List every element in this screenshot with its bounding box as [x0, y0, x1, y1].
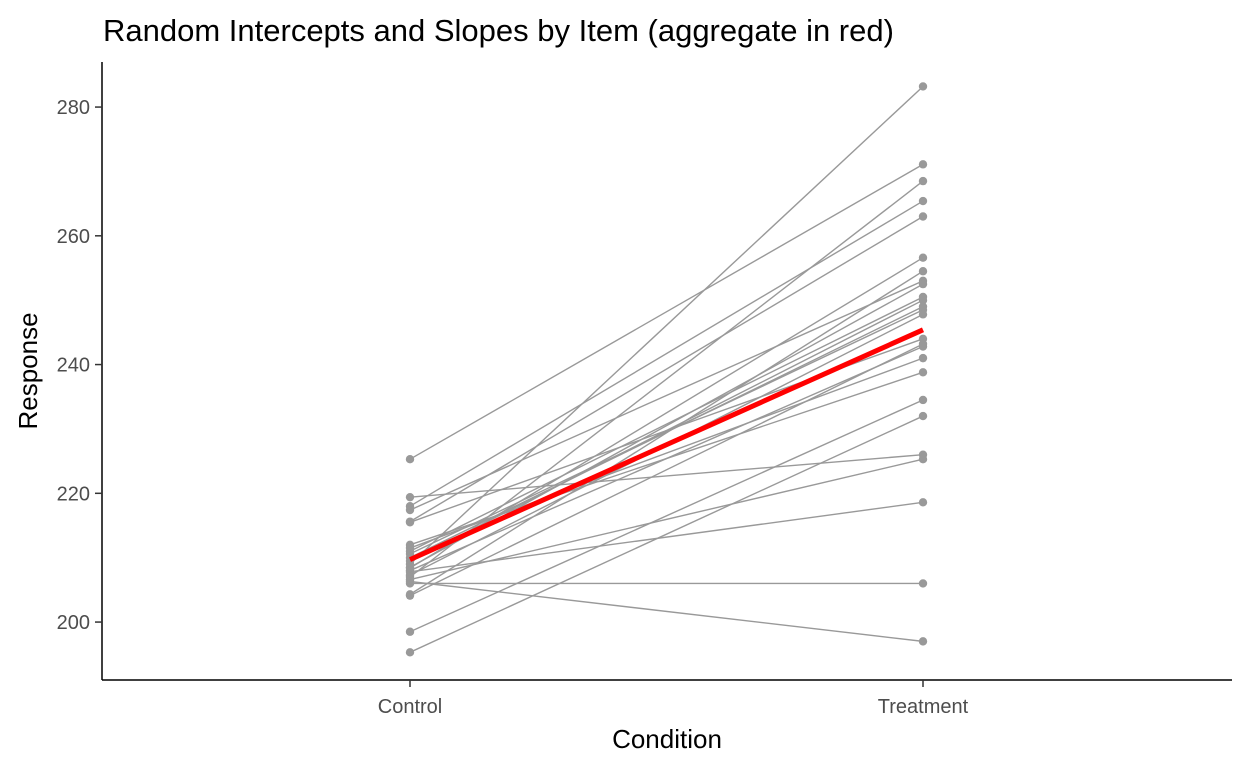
- item-point: [918, 637, 928, 646]
- x-axis-title: Condition: [612, 724, 722, 754]
- item-point: [405, 505, 415, 515]
- item-series: [405, 212, 928, 526]
- item-line: [409, 200, 924, 507]
- item-point: [918, 353, 928, 363]
- item-point: [918, 411, 928, 421]
- item-series: [405, 339, 928, 600]
- y-axis-title: Response: [13, 312, 43, 429]
- item-point: [918, 82, 928, 91]
- item-line: [409, 215, 924, 523]
- item-point: [918, 302, 928, 311]
- item-point: [918, 579, 928, 588]
- item-point: [918, 310, 928, 319]
- item-series: [405, 411, 928, 657]
- x-axis-ticks: Control Treatment: [378, 680, 969, 718]
- item-line: [409, 343, 924, 597]
- item-series: [405, 342, 928, 575]
- x-tick-label: Control: [378, 696, 442, 718]
- item-line: [409, 501, 924, 573]
- item-series: [405, 577, 928, 646]
- item-series: [405, 160, 928, 464]
- item-line: [409, 280, 924, 511]
- item-point: [918, 295, 928, 305]
- item-point: [918, 498, 928, 507]
- item-point: [918, 196, 928, 206]
- y-tick-label: 240: [57, 355, 90, 377]
- item-point: [918, 454, 928, 464]
- item-line: [409, 163, 924, 460]
- chart-title: Random Intercepts and Slopes by Item (ag…: [103, 13, 894, 48]
- y-tick-label: 200: [57, 612, 90, 634]
- item-point: [918, 395, 928, 405]
- item-line: [409, 453, 924, 498]
- aggregate-line: [408, 327, 925, 562]
- item-series: [405, 353, 928, 553]
- item-point: [405, 648, 415, 657]
- item-point: [918, 279, 928, 289]
- y-axis-ticks: 200 220 240 260 280: [57, 97, 102, 634]
- item-series: [405, 196, 928, 511]
- item-point: [405, 492, 415, 502]
- y-tick-label: 260: [57, 226, 90, 248]
- item-line: [409, 345, 924, 572]
- item-line: [409, 85, 924, 565]
- item-line: [409, 458, 924, 581]
- y-tick-label: 280: [57, 97, 90, 119]
- item-line: [409, 180, 924, 578]
- item-point: [918, 339, 928, 349]
- item-point: [405, 543, 415, 553]
- item-series: [405, 395, 928, 636]
- item-line: [409, 580, 924, 643]
- item-point: [918, 176, 928, 186]
- item-line: [409, 415, 924, 653]
- item-point: [405, 518, 415, 527]
- item-point: [405, 591, 415, 600]
- item-point: [405, 579, 415, 588]
- item-point: [918, 368, 928, 377]
- item-point: [918, 160, 928, 169]
- item-point: [918, 212, 928, 221]
- y-tick-label: 220: [57, 483, 90, 505]
- item-series: [405, 579, 928, 588]
- item-point: [918, 267, 928, 276]
- item-line: [409, 399, 924, 633]
- item-point: [405, 454, 415, 464]
- item-point: [918, 253, 928, 262]
- x-tick-label: Treatment: [878, 696, 969, 718]
- item-line: [409, 296, 924, 552]
- item-line: [409, 270, 924, 595]
- item-line: [409, 299, 924, 562]
- plot-area: [405, 82, 928, 657]
- item-line: [409, 357, 924, 549]
- item-point: [405, 627, 415, 636]
